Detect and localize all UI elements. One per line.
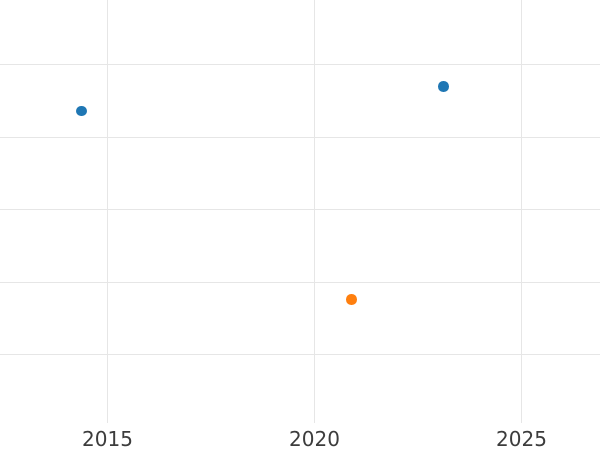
x-tick-label: 2015 <box>82 427 133 450</box>
x-gridline <box>521 0 522 423</box>
x-gridline <box>314 0 315 423</box>
x-tick-label: 2020 <box>289 427 340 450</box>
x-tick-label: 2025 <box>496 427 547 450</box>
y-gridline <box>0 281 600 283</box>
y-gridline <box>0 209 600 210</box>
y-gridline <box>0 64 600 65</box>
data-point-series-blue[interactable] <box>438 81 449 92</box>
y-gridline <box>0 354 600 355</box>
data-point-series-orange[interactable] <box>346 294 357 305</box>
data-point-series-blue[interactable] <box>76 105 87 117</box>
x-gridline <box>107 0 108 423</box>
y-gridline <box>0 136 600 138</box>
